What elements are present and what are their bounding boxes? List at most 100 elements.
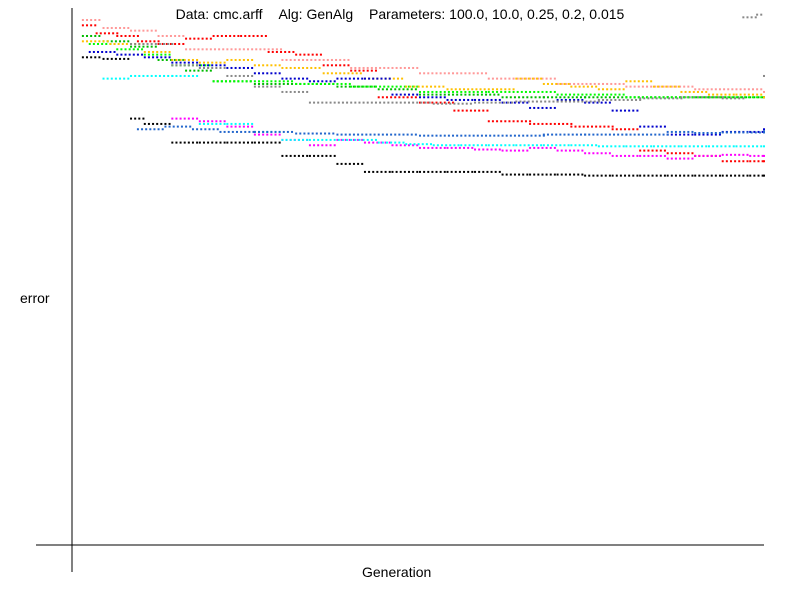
data-point: [142, 74, 145, 77]
data-point: [106, 40, 109, 43]
data-point: [431, 101, 434, 104]
data-point: [498, 101, 501, 104]
data-point: [579, 133, 582, 136]
data-point: [524, 90, 527, 93]
data-point: [468, 93, 471, 96]
data-point: [624, 128, 627, 131]
data-point: [94, 56, 97, 59]
data-point: [94, 40, 97, 43]
chart-title: Data: cmc.arff Alg: GenAlg Parameters: 1…: [0, 6, 800, 22]
data-point: [86, 40, 89, 43]
data-point: [142, 117, 145, 120]
data-point: [230, 48, 233, 51]
data-point: [278, 85, 281, 88]
data-point: [297, 58, 300, 61]
data-point: [381, 88, 384, 91]
data-point: [123, 40, 126, 43]
data-point: [363, 170, 366, 173]
data-point: [132, 48, 135, 51]
data-point: [658, 96, 661, 99]
data-point: [138, 45, 141, 48]
data-point: [490, 148, 493, 151]
data-point: [464, 72, 467, 75]
data-point: [732, 96, 735, 99]
data-point: [403, 101, 406, 104]
data-point: [467, 146, 470, 149]
data-point: [183, 141, 186, 144]
data-point: [189, 37, 192, 40]
data-point: [603, 125, 606, 128]
data-point: [441, 144, 444, 147]
data-point: [443, 90, 446, 93]
data-point: [593, 100, 596, 103]
data-point: [352, 138, 355, 141]
data-point: [168, 122, 171, 125]
data-point: [486, 170, 489, 173]
data-point: [461, 109, 464, 112]
data-point: [387, 85, 390, 88]
data-point: [322, 64, 325, 67]
data-point: [266, 72, 269, 75]
data-point: [97, 50, 100, 53]
data-point: [641, 133, 644, 136]
data-point: [701, 145, 704, 148]
data-point: [278, 80, 281, 83]
data-point: [574, 125, 577, 128]
data-point: [760, 13, 763, 16]
data-point: [407, 66, 410, 69]
data-point: [625, 96, 628, 99]
data-point: [637, 133, 640, 136]
data-point: [450, 170, 453, 173]
data-point: [412, 170, 415, 173]
data-point: [207, 122, 210, 125]
data-point: [191, 64, 194, 67]
data-point: [127, 26, 130, 29]
data-point: [315, 132, 318, 135]
data-point: [435, 170, 438, 173]
data-point: [208, 64, 211, 67]
data-point: [702, 133, 705, 136]
data-point: [307, 132, 310, 135]
data-point: [596, 174, 599, 177]
data-point: [581, 93, 584, 96]
data-point: [497, 93, 500, 96]
data-point: [286, 130, 289, 133]
data-point: [384, 170, 387, 173]
data-point: [247, 74, 249, 77]
data-point: [746, 160, 749, 163]
data-point: [395, 85, 398, 88]
data-point: [365, 85, 368, 88]
data-point: [116, 34, 119, 37]
data-point: [673, 145, 676, 148]
data-point: [332, 82, 335, 85]
data-point: [629, 80, 632, 83]
data-point: [423, 90, 426, 93]
data-point: [242, 141, 245, 144]
data-point: [494, 148, 497, 151]
data-point: [219, 122, 222, 125]
data-point: [542, 134, 545, 137]
data-point: [361, 138, 364, 141]
data-point: [657, 145, 660, 148]
data-point: [524, 120, 527, 123]
data-point: [346, 138, 349, 141]
data-point: [659, 97, 662, 100]
data-point: [295, 82, 298, 85]
data-point: [577, 82, 580, 85]
data-point: [348, 138, 351, 141]
data-point: [577, 100, 580, 103]
data-point: [416, 144, 419, 147]
data-point: [698, 133, 701, 136]
data-point: [297, 138, 300, 141]
data-point: [163, 74, 166, 77]
data-point: [559, 133, 562, 136]
data-point: [670, 174, 673, 177]
data-point: [614, 93, 617, 96]
data-point: [333, 154, 336, 157]
data-point: [157, 42, 160, 45]
data-point: [138, 42, 141, 45]
data-point: [633, 80, 636, 83]
data-point: [266, 85, 269, 88]
data-point: [361, 85, 364, 88]
data-point: [588, 101, 591, 104]
